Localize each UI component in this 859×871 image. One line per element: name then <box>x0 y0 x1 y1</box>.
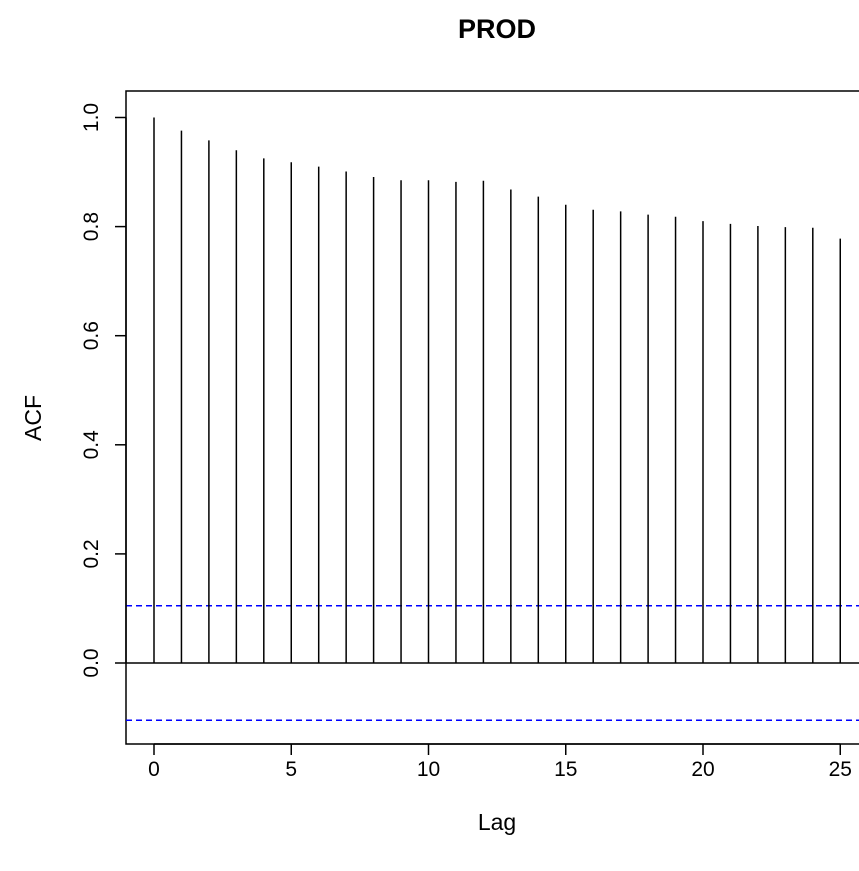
y-axis: 0.0 0.2 0.4 0.6 0.8 1.0 <box>80 103 127 678</box>
x-tick-label: 15 <box>554 758 577 781</box>
plot-marks <box>126 117 859 722</box>
y-tick-label: 0.0 <box>80 648 103 677</box>
x-tick-label: 10 <box>417 758 440 781</box>
y-tick-label: 0.6 <box>80 321 103 350</box>
x-axis-label: Lag <box>478 809 516 835</box>
x-tick-label: 20 <box>691 758 714 781</box>
x-tick-label: 25 <box>829 758 852 781</box>
chart-title: PROD <box>458 14 536 44</box>
x-tick-label: 5 <box>285 758 297 781</box>
y-tick-label: 0.4 <box>80 430 103 460</box>
y-axis-label: ACF <box>20 395 46 441</box>
x-tick-label: 0 <box>148 758 160 781</box>
y-tick-label: 0.8 <box>80 212 103 241</box>
y-tick-label: 1.0 <box>80 103 103 132</box>
y-tick-label: 0.2 <box>80 539 103 568</box>
x-axis: 0 5 10 15 20 25 <box>148 743 852 781</box>
